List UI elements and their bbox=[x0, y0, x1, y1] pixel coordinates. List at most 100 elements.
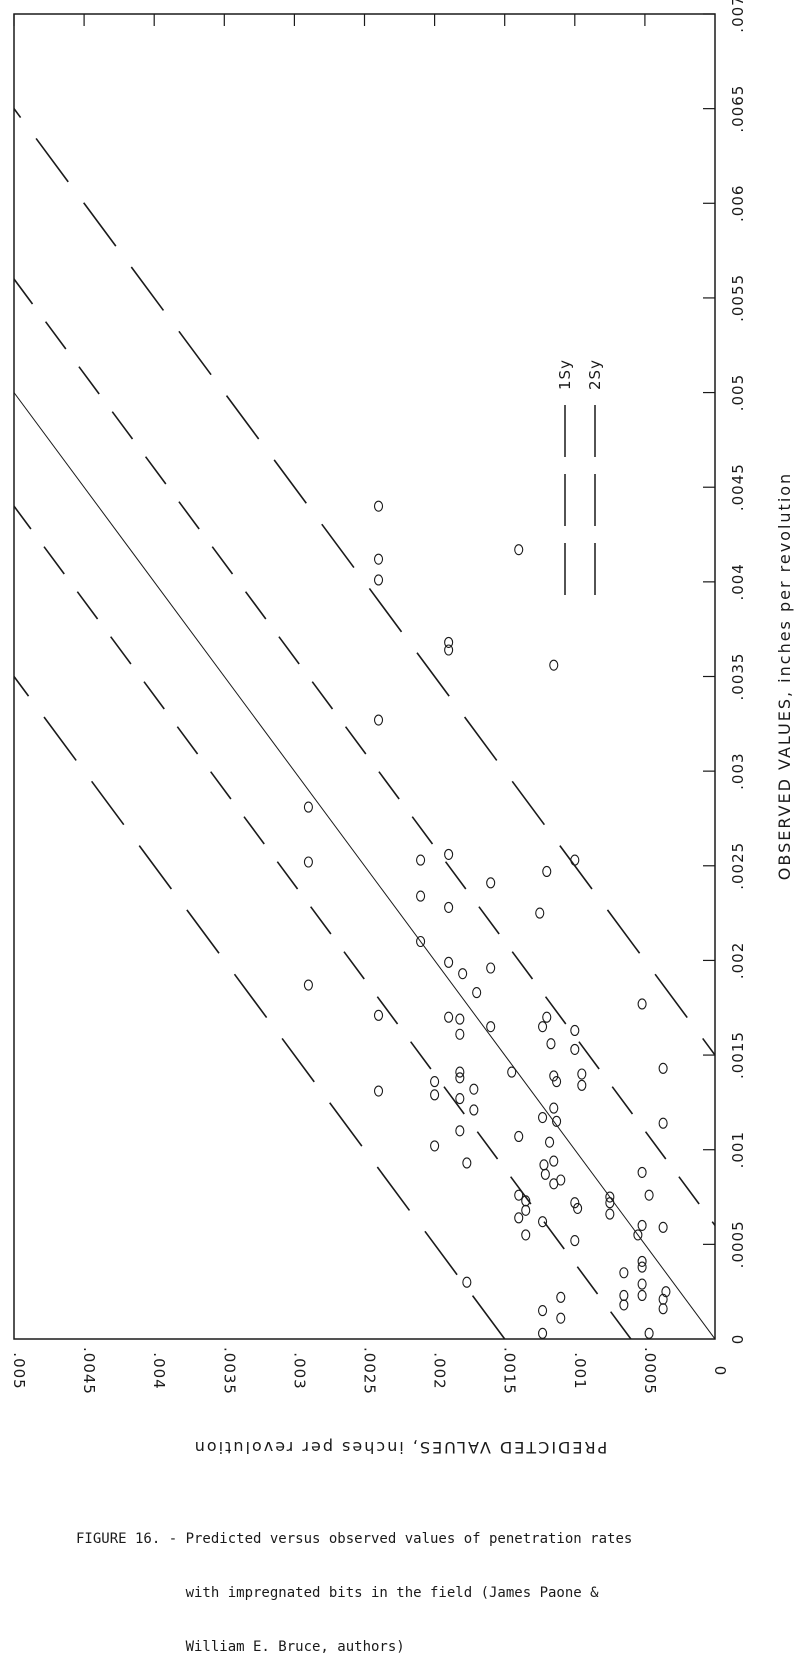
data-point bbox=[549, 659, 559, 671]
data-point bbox=[373, 553, 384, 565]
data-point bbox=[455, 1066, 465, 1078]
data-point bbox=[416, 890, 426, 902]
data-point bbox=[538, 1216, 548, 1228]
legend-label-1sy: 1Sy bbox=[556, 359, 574, 390]
data-point bbox=[462, 1276, 472, 1288]
reference-line-2 bbox=[14, 277, 715, 1227]
y-tick-label: .002 bbox=[431, 1352, 449, 1389]
caption-line: with impregnated bits in the field (Jame… bbox=[76, 1585, 599, 1601]
data-point bbox=[552, 1076, 562, 1088]
data-point bbox=[619, 1289, 629, 1302]
data-point bbox=[556, 1291, 566, 1303]
data-point bbox=[538, 1305, 548, 1317]
data-point bbox=[514, 544, 524, 556]
data-point bbox=[556, 1312, 566, 1324]
data-point bbox=[444, 956, 454, 968]
data-point bbox=[570, 1235, 580, 1247]
data-point bbox=[430, 1089, 440, 1101]
y-tick-label: .0035 bbox=[220, 1347, 238, 1395]
data-point bbox=[507, 1066, 517, 1078]
y-tick-label: .003 bbox=[290, 1352, 308, 1389]
data-point bbox=[540, 1168, 550, 1180]
axis-ticks: 0 .0005 .001 .0015 .002 .0025 .003 .0035 .004 .00… bbox=[10, 0, 747, 1395]
data-point bbox=[644, 1189, 654, 1201]
x-tick-label: .0045 bbox=[729, 463, 747, 511]
data-point bbox=[605, 1197, 615, 1209]
reference-line-3 bbox=[14, 675, 506, 1339]
figure-caption: FIGURE 16. - Predicted versus observed v… bbox=[76, 1494, 776, 1674]
reference-line-4 bbox=[14, 107, 715, 1057]
x-tick-label: .003 bbox=[729, 752, 747, 789]
x-axis-title: OBSERVED VALUES, inches per revolution bbox=[775, 472, 794, 880]
data-point bbox=[535, 907, 545, 919]
data-point bbox=[577, 1079, 587, 1091]
data-point bbox=[637, 998, 647, 1010]
data-point bbox=[444, 636, 454, 648]
data-point bbox=[444, 901, 454, 913]
data-point bbox=[444, 848, 454, 860]
data-point bbox=[373, 1009, 384, 1021]
y-tick-label: .0045 bbox=[80, 1347, 98, 1395]
x-tick-label: .0015 bbox=[729, 1031, 747, 1079]
data-point bbox=[514, 1189, 524, 1201]
x-tick-label: .007 bbox=[729, 0, 747, 33]
data-point bbox=[633, 1229, 643, 1241]
x-tick-label: .002 bbox=[729, 942, 747, 979]
y-tick-label: .005 bbox=[10, 1352, 28, 1389]
data-point bbox=[549, 1070, 559, 1082]
data-point bbox=[644, 1327, 654, 1339]
data-point bbox=[619, 1267, 629, 1279]
data-point bbox=[658, 1303, 668, 1315]
y-tick-label: .0015 bbox=[501, 1347, 519, 1395]
data-point bbox=[416, 935, 426, 948]
data-point bbox=[514, 1130, 524, 1143]
data-point bbox=[458, 968, 468, 980]
data-points bbox=[303, 500, 671, 1339]
plot-frame bbox=[13, 13, 716, 1340]
data-point bbox=[373, 500, 384, 512]
data-point bbox=[546, 1038, 556, 1050]
data-point bbox=[373, 714, 384, 726]
data-point bbox=[637, 1278, 647, 1290]
x-tick-label: .0035 bbox=[729, 653, 747, 701]
data-point bbox=[521, 1204, 531, 1216]
data-point bbox=[637, 1219, 647, 1231]
data-point bbox=[658, 1117, 668, 1129]
data-point bbox=[416, 854, 426, 866]
data-point bbox=[542, 1011, 552, 1023]
data-point bbox=[619, 1299, 629, 1311]
data-point bbox=[486, 1021, 496, 1033]
data-point bbox=[545, 1136, 555, 1148]
data-point bbox=[661, 1286, 671, 1298]
y-tick-label: 0 bbox=[711, 1366, 729, 1377]
x-tick-label: .005 bbox=[729, 374, 747, 411]
data-point bbox=[486, 962, 496, 974]
data-point bbox=[373, 574, 384, 586]
data-point bbox=[538, 1021, 548, 1033]
data-point bbox=[444, 1011, 454, 1023]
data-point bbox=[549, 1155, 559, 1167]
data-point bbox=[605, 1208, 615, 1220]
x-tick-label: .0005 bbox=[729, 1220, 747, 1268]
data-point bbox=[637, 1289, 647, 1302]
data-point bbox=[556, 1174, 566, 1186]
data-point bbox=[658, 1062, 668, 1074]
data-point bbox=[430, 1140, 440, 1152]
y-tick-label: .004 bbox=[150, 1352, 168, 1389]
data-point bbox=[469, 1104, 479, 1116]
data-point bbox=[462, 1157, 472, 1169]
data-point bbox=[538, 1111, 548, 1124]
x-tick-label: 0 bbox=[729, 1334, 747, 1345]
data-point bbox=[539, 1159, 549, 1171]
data-point bbox=[570, 1024, 580, 1037]
data-point bbox=[542, 865, 552, 878]
legend: 1Sy 2Sy bbox=[556, 359, 604, 595]
data-point bbox=[570, 1197, 580, 1209]
data-point bbox=[303, 979, 313, 991]
data-point bbox=[444, 644, 454, 656]
data-point bbox=[521, 1229, 531, 1241]
caption-line: FIGURE 16. - Predicted versus observed v… bbox=[76, 1531, 633, 1547]
data-point bbox=[549, 1102, 559, 1114]
data-point bbox=[637, 1255, 647, 1267]
reference-lines bbox=[14, 107, 715, 1339]
